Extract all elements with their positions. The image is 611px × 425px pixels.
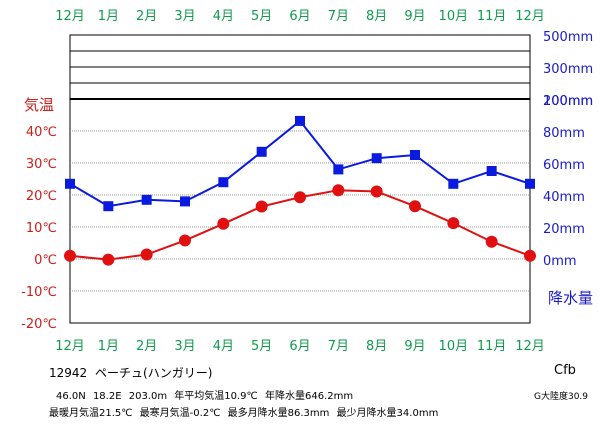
precip-point bbox=[333, 164, 344, 175]
precip-point bbox=[218, 177, 229, 188]
warmest-month: 最暖月気温21.5℃ bbox=[49, 408, 133, 419]
precip-point bbox=[103, 201, 114, 212]
precip-point bbox=[141, 194, 152, 205]
precip-tick-label: 500mm bbox=[543, 30, 593, 45]
temp-tick-label: 20℃ bbox=[26, 189, 57, 204]
top-month-label: 10月 bbox=[439, 9, 469, 24]
bottom-month-axis: 12月 1月 2月 3月 4月 5月 6月 7月 8月 9月 10月 11月 12月 bbox=[55, 339, 545, 354]
temp-point bbox=[485, 235, 498, 248]
bottom-month-label: 10月 bbox=[439, 339, 469, 354]
chart-grid bbox=[69, 34, 531, 324]
temp-tick-label: 30℃ bbox=[26, 157, 57, 172]
coldest-month: 最寒月気温-0.2℃ bbox=[139, 408, 221, 419]
top-month-label: 9月 bbox=[404, 9, 425, 24]
precip-point bbox=[525, 178, 535, 189]
temp-tick-label: 0℃ bbox=[34, 253, 57, 268]
top-month-label: 8月 bbox=[366, 9, 387, 24]
precip-point bbox=[486, 166, 497, 176]
precip-tick-label: 80mm bbox=[543, 126, 585, 141]
bottom-month-label: 9月 bbox=[404, 339, 425, 354]
top-month-axis: 12月 1月 2月 3月 4月 5月 6月 7月 8月 9月 10月 11月 12月 bbox=[55, 9, 545, 24]
bottom-month-label: 7月 bbox=[328, 339, 349, 354]
top-month-label: 6月 bbox=[289, 9, 310, 24]
temp-tick-label: 10℃ bbox=[26, 221, 57, 236]
continentality: G大陸度30.9 bbox=[534, 392, 589, 402]
bottom-month-label: 1月 bbox=[98, 339, 119, 354]
precip-point bbox=[180, 196, 190, 207]
top-month-label: 4月 bbox=[213, 9, 234, 24]
elevation: 203.0m bbox=[128, 391, 168, 402]
temp-point bbox=[102, 253, 115, 266]
precip-tick-label: 200mm bbox=[543, 94, 593, 109]
station-info-line1: 46.0N 18.2E 203.0m 年平均気温10.9℃ 年降水量646.2m… bbox=[56, 387, 357, 402]
bottom-month-label: 3月 bbox=[174, 339, 195, 354]
chart-series bbox=[64, 115, 536, 266]
precip-tick-label: 60mm bbox=[543, 158, 585, 173]
annual-precip: 年降水量646.2mm bbox=[264, 391, 354, 402]
bottom-month-label: 5月 bbox=[251, 339, 272, 354]
temp-point bbox=[524, 249, 536, 262]
temp-axis-label: 気温 bbox=[24, 96, 54, 114]
precip-point bbox=[448, 178, 459, 189]
top-month-label: 5月 bbox=[251, 9, 272, 24]
top-month-label: 11月 bbox=[477, 9, 507, 24]
precip-point bbox=[410, 150, 420, 160]
station-line: 12942 ペーチュ(ハンガリー) bbox=[49, 364, 216, 381]
top-month-label: 12月 bbox=[515, 9, 545, 24]
top-month-label: 2月 bbox=[136, 9, 157, 24]
precip-point bbox=[65, 178, 75, 189]
bottom-month-label: 11月 bbox=[477, 339, 507, 354]
bottom-month-label: 8月 bbox=[366, 339, 387, 354]
avg-temp: 年平均気温10.9℃ bbox=[174, 391, 258, 402]
precip-tick-label: 0mm bbox=[543, 254, 577, 269]
driest-month: 最少月降水量34.0mm bbox=[336, 408, 439, 419]
climate-class: Cfb bbox=[554, 363, 576, 378]
bottom-month-label: 12月 bbox=[55, 339, 85, 354]
precip-tick-label: 40mm bbox=[543, 190, 585, 205]
bottom-month-label: 2月 bbox=[136, 339, 157, 354]
climate-chart: 12月 1月 2月 3月 4月 5月 6月 7月 8月 9月 10月 11月 12月 12月 1月 2月 3月… bbox=[21, 9, 593, 354]
temp-point bbox=[294, 191, 306, 204]
temp-point bbox=[447, 217, 460, 230]
temp-point bbox=[140, 248, 153, 261]
precip-tick-label: 300mm bbox=[543, 62, 593, 77]
top-month-label: 3月 bbox=[174, 9, 195, 24]
precip-point bbox=[371, 153, 382, 164]
temp-point bbox=[217, 217, 230, 230]
station-id: 12942 bbox=[49, 366, 88, 380]
station-info-line2: 最暖月気温21.5℃ 最寒月気温-0.2℃ 最多月降水量86.3mm 最少月降水… bbox=[49, 404, 442, 419]
longitude: 18.2E bbox=[92, 391, 122, 402]
top-month-label: 7月 bbox=[328, 9, 349, 24]
bottom-month-label: 12月 bbox=[515, 339, 545, 354]
top-month-label: 1月 bbox=[98, 9, 119, 24]
station-name: ペーチュ(ハンガリー) bbox=[95, 366, 213, 380]
precip-axis-label: 降水量 bbox=[548, 289, 593, 307]
temp-tick-label: -10℃ bbox=[21, 285, 57, 300]
precip-tick-label: 20mm bbox=[543, 222, 585, 237]
plot-frame bbox=[69, 34, 531, 324]
temp-point bbox=[332, 184, 345, 197]
temperature-axis: 気温 40℃ 30℃ 20℃ 10℃ 0℃ -10℃ -20℃ bbox=[21, 96, 57, 332]
wettest-month: 最多月降水量86.3mm bbox=[227, 408, 330, 419]
temp-point bbox=[179, 234, 191, 247]
top-month-label: 12月 bbox=[55, 9, 85, 24]
precip-tick-label: 100mm bbox=[543, 94, 593, 109]
temp-point bbox=[64, 249, 76, 262]
temp-point bbox=[255, 200, 268, 213]
bottom-month-label: 4月 bbox=[213, 339, 234, 354]
bottom-month-label: 6月 bbox=[289, 339, 310, 354]
precip-point bbox=[295, 115, 305, 126]
temp-tick-label: -20℃ bbox=[21, 317, 57, 332]
latitude: 46.0N bbox=[56, 391, 86, 402]
temp-point bbox=[409, 200, 421, 213]
temp-tick-label: 40℃ bbox=[26, 125, 57, 140]
precip-point bbox=[256, 146, 267, 157]
temp-point bbox=[370, 185, 383, 198]
